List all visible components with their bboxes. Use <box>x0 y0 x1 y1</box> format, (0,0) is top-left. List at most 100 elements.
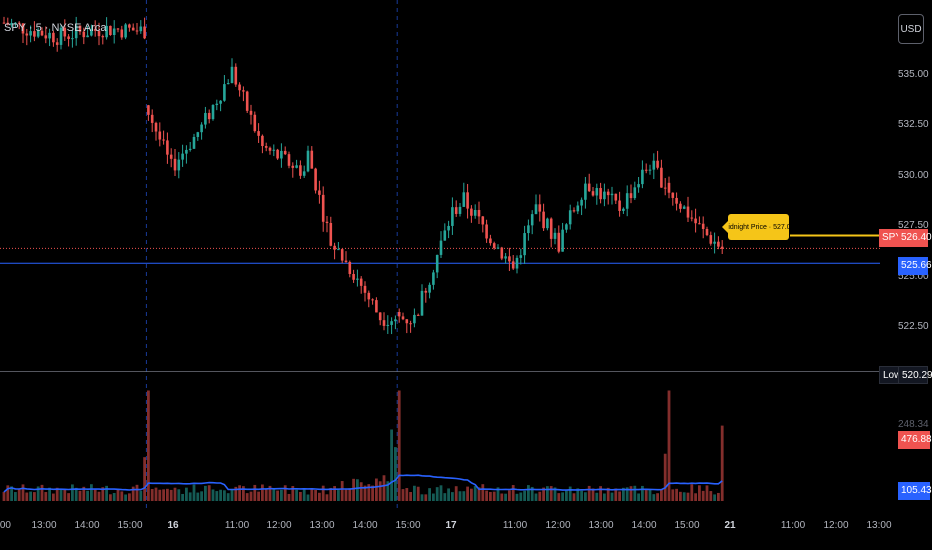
candle-body <box>629 193 633 199</box>
volume-bar <box>614 488 618 501</box>
volume-bar <box>500 493 504 501</box>
volume-bar <box>264 488 268 501</box>
volume-bar <box>470 488 473 501</box>
volume-bar <box>546 486 549 501</box>
candle-body <box>166 140 169 155</box>
candle-body <box>720 246 724 249</box>
volume-bar <box>671 489 675 501</box>
price-tick-label: 522.50 <box>898 321 929 332</box>
volume-bar <box>443 493 447 501</box>
candle-body <box>523 233 526 256</box>
volume-bar <box>713 494 716 501</box>
time-tick-label: 11:00 <box>224 520 250 531</box>
candle-body <box>253 114 257 132</box>
volume-bar <box>390 429 393 501</box>
volume-bar <box>192 484 196 501</box>
time-tick-label: 13:00 <box>588 520 614 531</box>
volume-bar <box>276 490 279 501</box>
last-price-badge: 526.40 <box>898 229 932 247</box>
volume-bar <box>90 484 93 501</box>
volume-bar <box>78 490 82 501</box>
candle-body <box>242 90 245 92</box>
candle-body <box>109 25 112 36</box>
volume-bar <box>177 489 181 501</box>
volume-bar <box>572 493 576 501</box>
volume-bar <box>105 485 108 501</box>
candle-body <box>48 32 51 39</box>
volume-bar <box>485 490 488 501</box>
volume-bar <box>416 486 420 501</box>
candle-body <box>283 150 287 155</box>
volume-bar <box>584 492 587 501</box>
volume-bar <box>618 491 621 501</box>
candle-body <box>572 210 576 212</box>
candle-body <box>272 149 276 151</box>
volume-bar <box>527 485 530 501</box>
candle-body <box>599 188 602 200</box>
volume-bar <box>55 487 59 501</box>
candle-body <box>207 112 211 120</box>
candle-body <box>105 25 108 38</box>
volume-bar <box>679 491 682 501</box>
volume-bar <box>291 486 295 501</box>
candle-body <box>314 168 317 191</box>
candle-body <box>386 324 390 326</box>
volume-bar <box>622 487 625 501</box>
volume-bar <box>367 484 371 501</box>
volume-bar <box>268 485 272 501</box>
candle-body <box>679 203 682 209</box>
volume-bar <box>128 493 131 501</box>
candle-body <box>405 319 409 324</box>
candle-body <box>280 150 283 159</box>
volume-bar <box>242 486 245 501</box>
volume-bar <box>690 484 694 501</box>
candle-body <box>713 241 716 244</box>
volume-bar <box>576 488 580 501</box>
volume-bar <box>59 489 63 501</box>
candle-body <box>424 290 428 293</box>
volume-bar <box>348 488 352 501</box>
volume-bar <box>223 490 226 501</box>
volume-bar <box>413 485 416 501</box>
candle-body <box>287 154 291 166</box>
candle-body <box>492 243 496 249</box>
candle-body <box>234 66 238 85</box>
volume-bar <box>625 487 629 501</box>
candle-body <box>489 238 492 244</box>
volume-bar <box>591 488 595 501</box>
candle-body <box>416 314 420 316</box>
candle-body <box>204 112 207 125</box>
volume-bar <box>473 486 477 501</box>
candle-body <box>337 249 340 251</box>
candle-body <box>530 214 534 226</box>
volume-bar <box>720 425 724 501</box>
volume-bar <box>428 488 431 501</box>
candle-body <box>606 191 610 196</box>
volume-bar <box>504 493 507 501</box>
day-tick-label: 16 <box>167 520 179 531</box>
candle-body <box>671 192 675 198</box>
currency-button[interactable]: USD <box>898 14 924 44</box>
candle-body <box>709 235 713 244</box>
volume-bar <box>709 491 713 501</box>
volume-bar <box>451 492 454 501</box>
volume-bar <box>701 490 705 501</box>
volume-bar <box>120 491 124 501</box>
candle-body <box>90 29 93 36</box>
candle-body <box>568 210 572 225</box>
volume-bar <box>568 486 572 501</box>
volume-bar <box>656 493 659 501</box>
time-tick-label: 12:00 <box>266 520 292 531</box>
volume-bar <box>302 488 306 501</box>
candle-body <box>625 193 629 209</box>
volume-bar <box>139 490 143 501</box>
volume-bar <box>63 489 67 501</box>
volume-bar <box>124 494 127 501</box>
candle-body <box>367 292 371 300</box>
candle-body <box>652 160 656 170</box>
candle-body <box>675 197 678 204</box>
volume-bar <box>629 486 633 501</box>
volume-bar <box>6 485 10 501</box>
candle-body <box>86 35 89 38</box>
